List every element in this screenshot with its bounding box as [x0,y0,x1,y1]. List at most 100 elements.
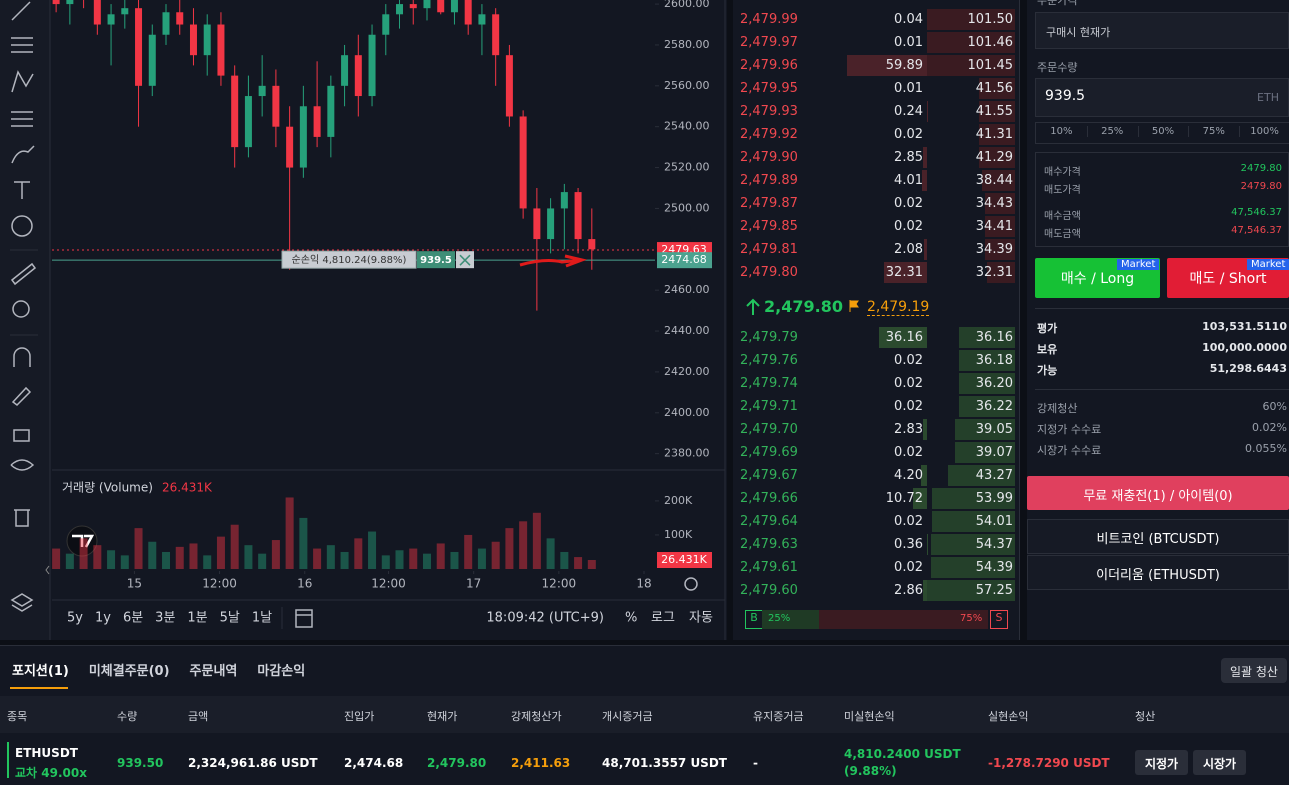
tab[interactable]: 포지션(1) [12,664,69,679]
balance-label: 보유 [1037,343,1058,356]
volume-bar [244,545,253,569]
timeframe[interactable]: 1분 [187,611,207,626]
market-button[interactable] [1027,519,1289,554]
book-amount: 0.02 [894,445,923,460]
volume-bar [422,553,431,569]
timeframe[interactable]: 5날 [220,611,240,626]
book-amount: 0.04 [894,12,923,27]
tool-hide[interactable] [10,459,35,471]
ratio-sell-bar [818,610,988,629]
column-header: 미실현손익 [844,710,895,723]
tool-emoji[interactable] [11,215,33,237]
scale-option[interactable]: 로그 [651,611,675,626]
book-amount: 0.36 [894,537,923,552]
fee-label: 강제청산 [1037,402,1078,415]
book-amount: 10.72 [885,491,923,506]
collapse-arrow[interactable] [45,565,50,575]
settings-icon[interactable] [684,577,698,591]
date-range-icon[interactable] [295,609,313,628]
candle-body [368,34,376,97]
timeframe[interactable]: 3분 [155,611,175,626]
book-total: 101.50 [967,12,1014,27]
book-price: 2,479.89 [740,173,798,188]
candle-body [313,106,321,137]
percent-option[interactable]: 100% [1250,126,1279,137]
percent-option[interactable]: 10% [1036,126,1088,137]
summary-value: 2479.80 [1240,163,1282,174]
timeframe[interactable]: 1날 [252,611,272,626]
column-header: 실현손익 [988,710,1029,723]
timeframe[interactable]: 5y [67,611,83,626]
scale-option[interactable]: % [625,611,637,626]
book-total: 41.31 [975,127,1013,142]
book-total: 57.25 [975,583,1013,598]
position-qty: 939.5 [420,255,452,266]
tab[interactable]: 미체결주문(0) [88,664,170,679]
market-button[interactable] [1027,555,1289,590]
volume-bar [450,551,459,569]
column-header: 진입가 [344,710,375,723]
book-price: 2,479.81 [740,242,798,257]
price-pane [52,0,596,311]
volume-bar [436,543,445,569]
volume-bar [271,540,280,569]
percent-option[interactable]: 75% [1188,126,1241,137]
volume-bar [203,555,212,569]
tool-magnet[interactable] [13,347,31,367]
tab[interactable]: 주문내역 [189,664,238,679]
book-price: 2,479.90 [740,150,798,165]
drawing-tools[interactable] [10,1,50,612]
action-button[interactable] [1135,750,1188,775]
ratio-sell-box [990,610,1008,629]
percent-option[interactable]: 25% [1087,126,1139,137]
depth-bar [985,239,1015,260]
position-qty-box [417,251,455,269]
tool-lock[interactable] [13,429,30,442]
close-all-button[interactable] [1221,658,1287,683]
timeframe[interactable]: 6분 [123,611,143,626]
volume-bar [216,536,225,569]
x-tick-label: 16 [297,577,312,591]
candle-body [519,116,527,209]
scale-option[interactable]: 자동 [689,611,713,626]
tool-layers[interactable] [10,593,34,612]
book-amount: 2.83 [894,422,923,437]
clock: 18:09:42 (UTC+9) [486,611,604,626]
depth-bar [954,442,1015,463]
book-price: 2,479.69 [740,445,798,460]
book-total: 36.18 [975,353,1013,368]
tool-zoom[interactable] [12,300,30,318]
y-tick-label: 2460.00 [664,283,710,296]
book-price: 2,479.97 [740,35,798,50]
tool-brush[interactable] [11,145,35,164]
tool-pattern[interactable] [11,70,34,93]
recharge-button[interactable] [1027,476,1289,510]
book-total: 39.07 [975,445,1013,460]
price-input[interactable] [1035,12,1289,49]
depth-bar [931,511,1015,532]
depth-bar [927,32,1015,53]
tool-channel[interactable] [11,37,33,53]
percent-option[interactable]: 50% [1138,126,1190,137]
cell-entry: 2,474.68 [344,756,404,770]
volume-current: 26.431K [162,481,213,495]
tool-text[interactable] [14,181,30,199]
tool-ruler[interactable] [10,262,37,286]
book-amount: 36.16 [885,330,923,345]
ratio-buy-label: 25% [768,613,791,624]
tool-line[interactable] [11,1,31,21]
tool-delete[interactable] [14,509,30,527]
tool-lock-draw[interactable] [11,386,32,406]
candle-body [299,106,307,168]
book-total: 43.27 [975,468,1013,483]
tab[interactable]: 마감손익 [257,664,306,679]
tool-fib[interactable] [11,111,33,127]
timeframe[interactable]: 1y [95,611,111,626]
cell-maint-margin: - [753,756,758,770]
action-button[interactable] [1193,750,1246,775]
depth-bar [978,78,1015,99]
candle-body [258,85,266,97]
summary-value: 47,546.37 [1231,225,1282,236]
volume-bar [587,559,596,569]
candle-body [189,24,197,56]
